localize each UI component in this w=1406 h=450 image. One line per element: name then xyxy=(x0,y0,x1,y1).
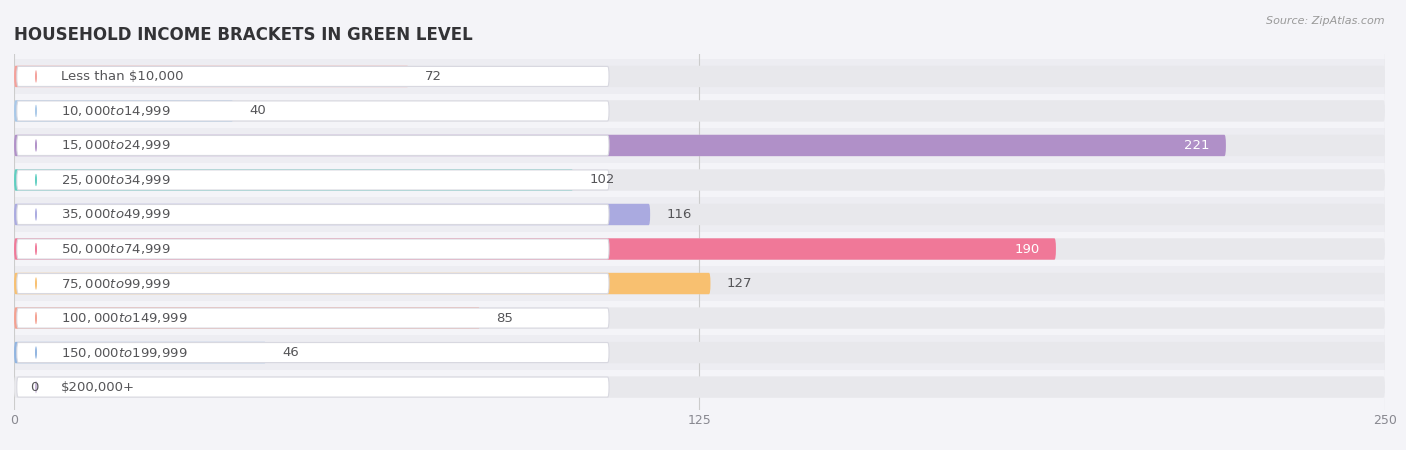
FancyBboxPatch shape xyxy=(14,94,1385,128)
FancyBboxPatch shape xyxy=(14,59,1385,94)
Text: $25,000 to $34,999: $25,000 to $34,999 xyxy=(60,173,170,187)
FancyBboxPatch shape xyxy=(17,101,609,121)
FancyBboxPatch shape xyxy=(14,273,710,294)
Text: $100,000 to $149,999: $100,000 to $149,999 xyxy=(60,311,187,325)
Text: 127: 127 xyxy=(727,277,752,290)
FancyBboxPatch shape xyxy=(14,342,266,363)
Circle shape xyxy=(35,243,37,255)
FancyBboxPatch shape xyxy=(14,238,1056,260)
FancyBboxPatch shape xyxy=(14,307,1385,329)
FancyBboxPatch shape xyxy=(17,67,609,86)
FancyBboxPatch shape xyxy=(14,335,1385,370)
FancyBboxPatch shape xyxy=(14,163,1385,197)
Text: HOUSEHOLD INCOME BRACKETS IN GREEN LEVEL: HOUSEHOLD INCOME BRACKETS IN GREEN LEVEL xyxy=(14,26,472,44)
FancyBboxPatch shape xyxy=(17,308,609,328)
FancyBboxPatch shape xyxy=(14,266,1385,301)
FancyBboxPatch shape xyxy=(14,376,1385,398)
FancyBboxPatch shape xyxy=(14,135,1385,156)
FancyBboxPatch shape xyxy=(14,370,1385,404)
FancyBboxPatch shape xyxy=(14,100,233,122)
Text: Less than $10,000: Less than $10,000 xyxy=(60,70,183,83)
Text: 221: 221 xyxy=(1184,139,1209,152)
FancyBboxPatch shape xyxy=(14,301,1385,335)
Text: Source: ZipAtlas.com: Source: ZipAtlas.com xyxy=(1267,16,1385,26)
Circle shape xyxy=(35,70,37,83)
Text: $35,000 to $49,999: $35,000 to $49,999 xyxy=(60,207,170,221)
FancyBboxPatch shape xyxy=(17,170,609,190)
Text: $150,000 to $199,999: $150,000 to $199,999 xyxy=(60,346,187,360)
FancyBboxPatch shape xyxy=(14,100,1385,122)
Text: 46: 46 xyxy=(283,346,299,359)
Circle shape xyxy=(35,208,37,220)
FancyBboxPatch shape xyxy=(14,66,1385,87)
Circle shape xyxy=(35,139,37,152)
FancyBboxPatch shape xyxy=(14,307,481,329)
Text: $75,000 to $99,999: $75,000 to $99,999 xyxy=(60,276,170,291)
FancyBboxPatch shape xyxy=(14,135,1226,156)
Circle shape xyxy=(35,105,37,117)
Circle shape xyxy=(35,381,37,393)
Text: $200,000+: $200,000+ xyxy=(60,381,135,394)
Text: 40: 40 xyxy=(250,104,267,117)
FancyBboxPatch shape xyxy=(17,204,609,225)
FancyBboxPatch shape xyxy=(17,239,609,259)
Text: 190: 190 xyxy=(1014,243,1039,256)
Text: $15,000 to $24,999: $15,000 to $24,999 xyxy=(60,139,170,153)
FancyBboxPatch shape xyxy=(14,204,1385,225)
FancyBboxPatch shape xyxy=(14,169,574,191)
Circle shape xyxy=(35,312,37,324)
FancyBboxPatch shape xyxy=(14,273,1385,294)
Text: 0: 0 xyxy=(31,381,39,394)
FancyBboxPatch shape xyxy=(14,169,1385,191)
FancyBboxPatch shape xyxy=(17,274,609,293)
Circle shape xyxy=(35,174,37,186)
FancyBboxPatch shape xyxy=(14,238,1385,260)
Text: 116: 116 xyxy=(666,208,692,221)
Circle shape xyxy=(35,277,37,290)
FancyBboxPatch shape xyxy=(17,377,609,397)
FancyBboxPatch shape xyxy=(14,232,1385,266)
FancyBboxPatch shape xyxy=(14,128,1385,163)
FancyBboxPatch shape xyxy=(14,66,409,87)
Circle shape xyxy=(35,346,37,359)
FancyBboxPatch shape xyxy=(14,204,650,225)
Text: $50,000 to $74,999: $50,000 to $74,999 xyxy=(60,242,170,256)
FancyBboxPatch shape xyxy=(14,342,1385,363)
Text: 102: 102 xyxy=(591,174,616,186)
FancyBboxPatch shape xyxy=(17,135,609,155)
Text: 85: 85 xyxy=(496,311,513,324)
FancyBboxPatch shape xyxy=(17,342,609,363)
FancyBboxPatch shape xyxy=(14,197,1385,232)
Text: $10,000 to $14,999: $10,000 to $14,999 xyxy=(60,104,170,118)
Text: 72: 72 xyxy=(426,70,443,83)
